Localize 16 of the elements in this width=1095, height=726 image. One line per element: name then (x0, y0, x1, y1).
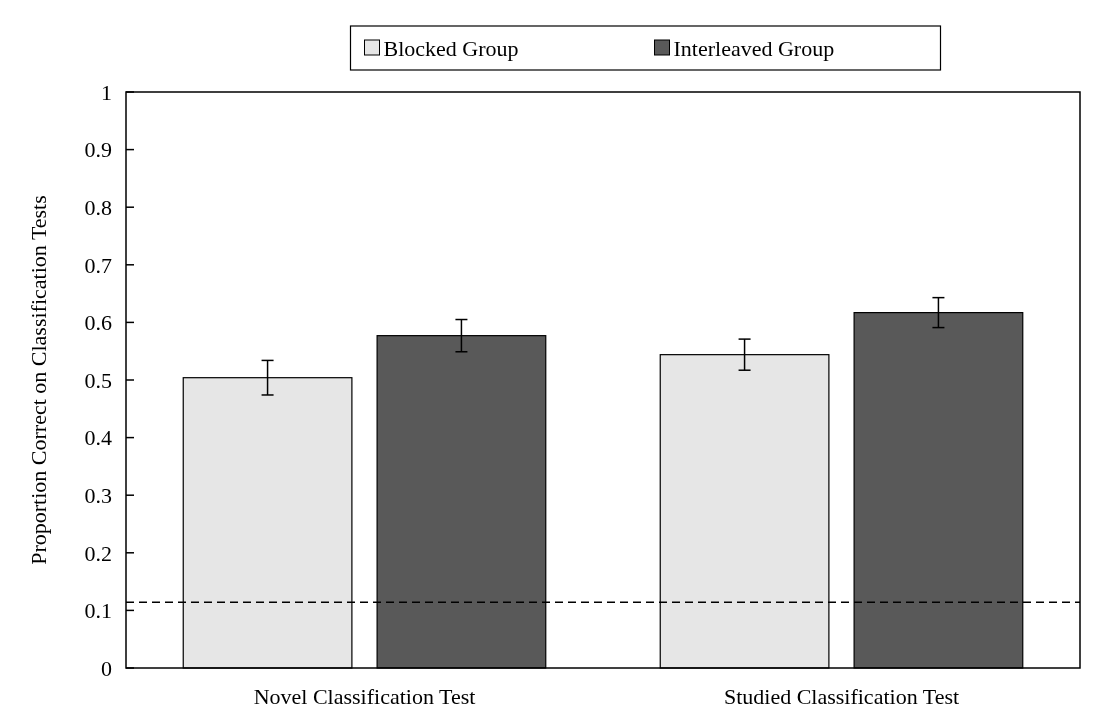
y-tick-label: 0.1 (84, 598, 112, 624)
y-tick-label: 0.7 (84, 252, 112, 278)
y-axis-title: Proportion Correct on Classification Tests (26, 195, 51, 565)
y-tick-label: 0.5 (84, 367, 112, 393)
y-tick-label: 0.8 (84, 194, 112, 220)
y-tick-label: 0.9 (84, 137, 112, 163)
y-tick-label: 1 (101, 79, 112, 105)
y-tick-label: 0.2 (84, 540, 112, 566)
x-tick-label: Studied Classification Test (723, 684, 960, 709)
legend-label: Blocked Group (383, 35, 519, 61)
y-tick-label: 0.6 (84, 310, 112, 336)
x-tick-label: Novel Classification Test (253, 684, 476, 709)
legend-label: Interleaved Group (673, 35, 835, 61)
y-tick-label: 0.3 (84, 482, 112, 508)
y-tick-label: 0 (101, 655, 112, 681)
y-tick-label: 0.4 (84, 425, 112, 451)
